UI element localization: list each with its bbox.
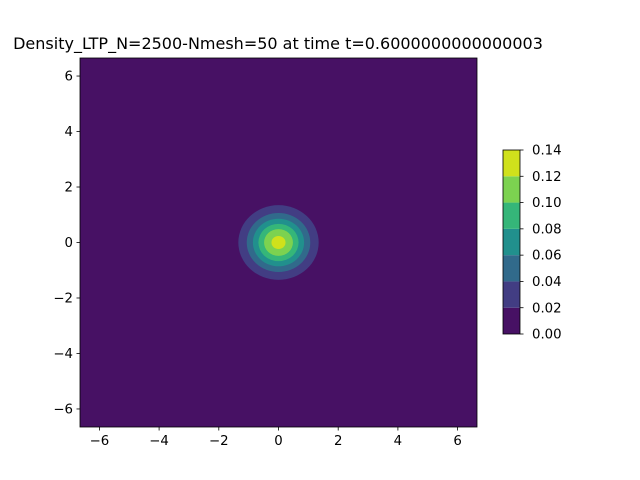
colorbar-swatch-3 bbox=[503, 228, 520, 256]
chart-title: Density_LTP_N=2500-Nmesh=50 at time t=0.… bbox=[13, 34, 543, 54]
colorbar-swatch-6 bbox=[503, 150, 520, 177]
colorbar: 0.00 0.02 0.04 0.06 0.08 0.10 0.12 0.14 bbox=[502, 144, 562, 343]
x-tick-label: 2 bbox=[334, 434, 342, 449]
y-tick-label: −6 bbox=[53, 403, 73, 418]
colorbar-tick-label: 0.00 bbox=[532, 328, 562, 343]
colorbar-swatch-5 bbox=[503, 176, 520, 203]
y-tick-label: 2 bbox=[65, 181, 73, 196]
x-axis: −6 −4 −2 0 2 4 6 bbox=[90, 427, 462, 449]
colorbar-tick-label: 0.12 bbox=[532, 170, 562, 185]
y-tick-label: −4 bbox=[53, 347, 73, 362]
colorbar-tick-label: 0.14 bbox=[532, 144, 562, 159]
x-tick-label: −6 bbox=[90, 434, 110, 449]
colorbar-swatch-4 bbox=[503, 202, 520, 229]
colorbar-tick-label: 0.10 bbox=[532, 196, 562, 211]
x-tick-label: 4 bbox=[394, 434, 402, 449]
x-tick-label: 6 bbox=[453, 434, 461, 449]
plot-area bbox=[79, 57, 478, 428]
colorbar-frame bbox=[502, 149, 521, 335]
x-tick-label: −4 bbox=[149, 434, 169, 449]
colorbar-tick-label: 0.02 bbox=[532, 301, 562, 316]
x-tick-label: 0 bbox=[274, 434, 282, 449]
colorbar-swatch-1 bbox=[503, 281, 520, 308]
colorbar-swatch-0 bbox=[503, 307, 520, 334]
y-axis: −6 −4 −2 0 2 4 6 bbox=[53, 70, 80, 418]
x-tick-label: −2 bbox=[209, 434, 229, 449]
y-tick-label: 4 bbox=[65, 125, 73, 140]
y-tick-label: −2 bbox=[53, 292, 73, 307]
colorbar-tick-label: 0.04 bbox=[532, 275, 562, 290]
contour-band-6 bbox=[271, 235, 286, 250]
y-tick-label: 0 bbox=[65, 236, 73, 251]
y-tick-label: 6 bbox=[65, 70, 73, 85]
colorbar-tick-label: 0.06 bbox=[532, 249, 562, 264]
colorbar-swatch-2 bbox=[503, 255, 520, 282]
colorbar-tick-label: 0.08 bbox=[532, 222, 562, 237]
